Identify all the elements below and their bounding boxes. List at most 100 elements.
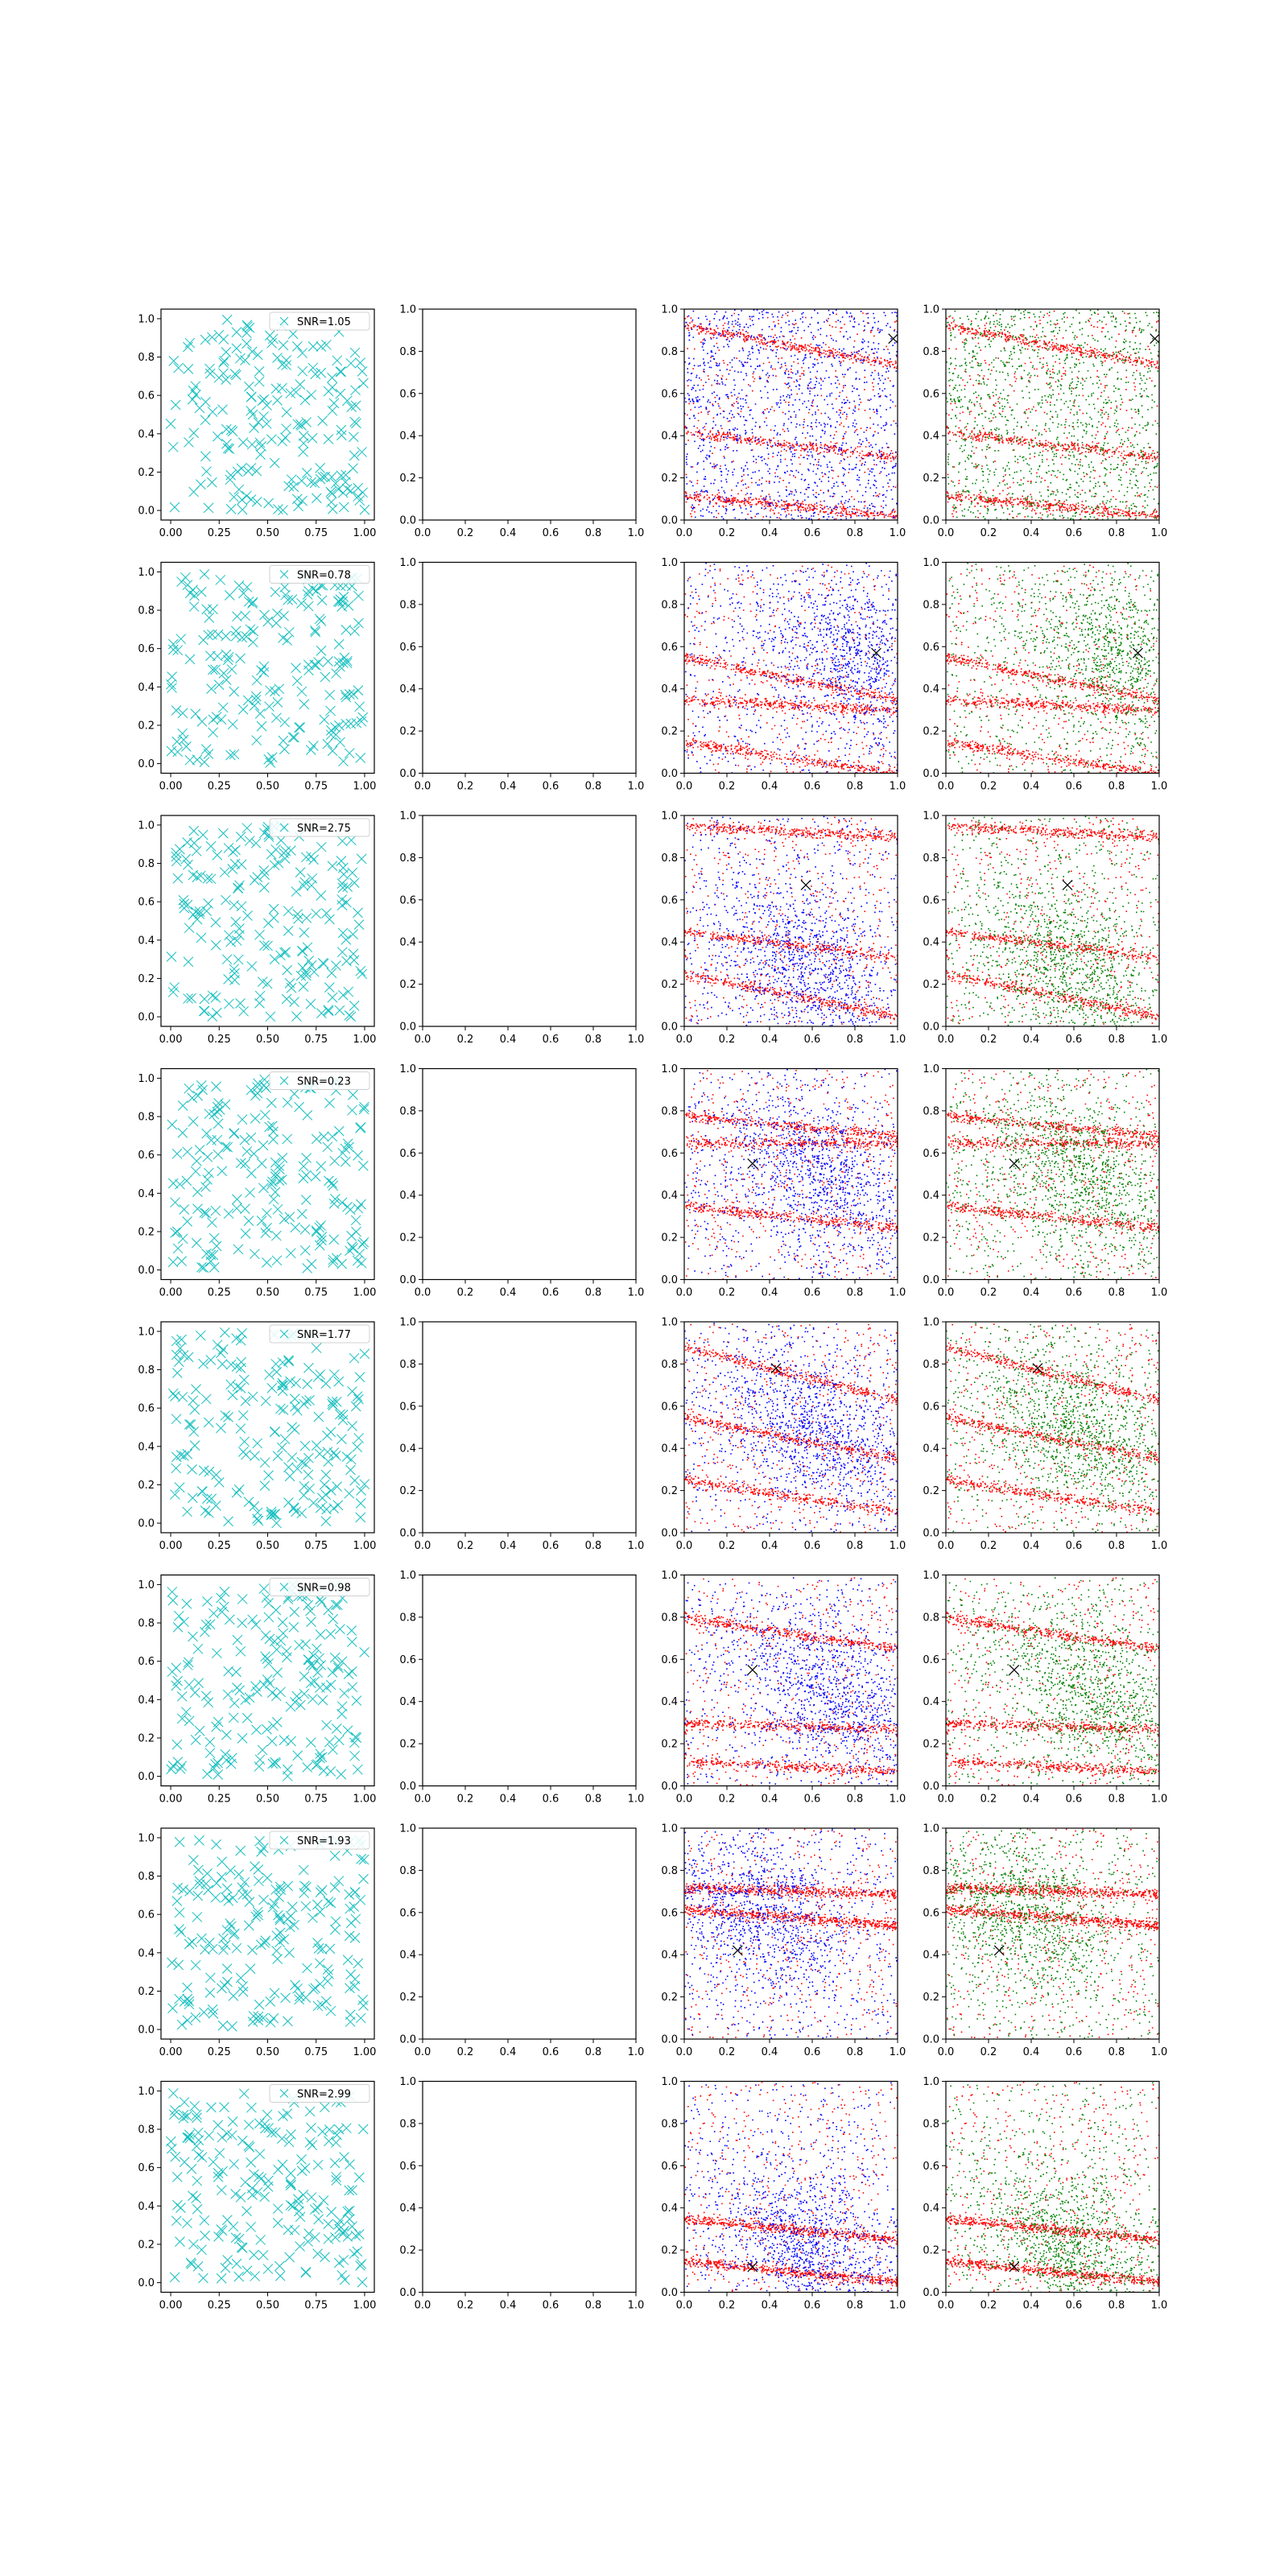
cyan-points	[168, 1327, 369, 1528]
col2-ytick-label: 0.0	[399, 2287, 416, 2299]
cyan-x-marker	[217, 2132, 227, 2142]
cyan-x-marker	[200, 1006, 209, 1016]
col3-xtick-label: 1.0	[890, 1540, 906, 1552]
col2-ytick-label: 0.6	[399, 1654, 416, 1666]
cyan-x-marker	[264, 2176, 274, 2186]
col3-xtick-label: 0.4	[762, 2300, 778, 2312]
cyan-x-marker	[242, 328, 251, 338]
col2-xtick-label: 1.0	[628, 2046, 645, 2058]
col3-xtick-label: 0.4	[762, 2046, 778, 2058]
col4-ytick-label: 0.0	[923, 515, 939, 527]
cyan-x-marker	[339, 502, 349, 512]
cyan-x-marker	[188, 2191, 197, 2201]
cyan-x-marker	[241, 1228, 250, 1238]
cyan-x-marker	[242, 320, 252, 330]
cyan-x-marker	[184, 957, 193, 967]
col2-ytick-label: 0.6	[399, 1401, 416, 1413]
cyan-x-marker	[300, 1245, 310, 1255]
col3-xtick-label: 0.8	[847, 1794, 864, 1806]
cyan-x-marker	[238, 1981, 248, 1991]
cyan-x-marker	[229, 749, 239, 759]
points-layer	[423, 309, 638, 521]
cyan-x-marker	[183, 580, 192, 590]
cyan-x-marker	[349, 956, 359, 965]
cyan-x-marker	[316, 842, 326, 852]
col3-ytick-label: 0.2	[661, 1739, 678, 1751]
cyan-x-marker	[225, 444, 234, 454]
col4-frame	[946, 309, 1159, 520]
cyan-x-marker	[200, 335, 210, 345]
cyan-x-marker	[183, 342, 192, 352]
cyan-x-marker	[217, 1360, 227, 1369]
col3-ytick-label: 0.0	[661, 1781, 678, 1793]
green-points	[946, 309, 1161, 521]
col2-xtick-label: 0.6	[543, 781, 559, 793]
col2-xtick-label: 0.4	[500, 527, 517, 539]
cyan-x-marker	[218, 1344, 228, 1354]
col3-ytick-label: 1.0	[661, 1317, 678, 1329]
cyan-x-marker	[269, 904, 279, 914]
cyan-x-marker	[353, 1150, 363, 1160]
cyan-x-marker	[258, 2250, 268, 2260]
cyan-x-marker	[312, 586, 321, 596]
cyan-x-marker	[334, 1876, 344, 1886]
cyan-x-marker	[355, 702, 365, 712]
cyan-x-marker	[221, 1142, 230, 1152]
row-1: 0.00 0.25 0.50 0.75 1.000.00.20.40.60.81.0 SN…	[138, 304, 1167, 540]
cyan-x-marker	[358, 1161, 368, 1170]
col2-xtick-label: 0.2	[457, 781, 474, 793]
cyan-x-marker	[216, 575, 225, 584]
true-point-marker	[510, 1364, 519, 1373]
cyan-x-marker	[285, 1472, 295, 1481]
cyan-points	[166, 2088, 368, 2287]
cyan-x-marker	[316, 1162, 326, 1171]
cyan-x-marker	[197, 716, 207, 726]
cyan-x-marker	[180, 2157, 189, 2167]
cyan-x-marker	[283, 926, 293, 935]
col2-xtick-label: 1.0	[628, 2300, 645, 2312]
cyan-x-marker	[175, 2237, 184, 2247]
col3-xtick-label: 0.8	[847, 1540, 864, 1552]
col4-frame	[946, 1575, 1159, 1786]
cyan-x-marker	[212, 1649, 221, 1658]
panel-col2-row1: 0.0 0.2 0.4 0.6 0.8 1.00.00.20.40.60.81.0	[399, 304, 644, 540]
cyan-x-marker	[284, 627, 294, 637]
cyan-x-marker	[320, 672, 330, 682]
cyan-x-marker	[199, 635, 208, 645]
cyan-x-marker	[332, 1724, 341, 1733]
cyan-x-marker	[232, 344, 242, 353]
cyan-x-marker	[226, 1922, 236, 1931]
col3-ytick-label: 0.2	[661, 473, 678, 485]
cyan-x-marker	[240, 1877, 250, 1887]
cyan-x-marker	[255, 1755, 265, 1765]
panel-col1-row8: 0.00 0.25 0.50 0.75 1.000.00.20.40.60.81.0 SN…	[138, 2082, 376, 2312]
cyan-x-marker	[293, 909, 303, 919]
cyan-x-marker	[303, 1470, 313, 1480]
cyan-x-marker	[301, 1195, 311, 1205]
points-layer	[946, 1828, 1161, 2040]
points-layer	[684, 309, 899, 521]
cyan-x-marker	[168, 1179, 178, 1188]
cyan-x-marker	[229, 1991, 238, 2000]
cyan-x-marker	[352, 1227, 361, 1236]
true-point-marker	[627, 334, 637, 344]
cyan-x-marker	[332, 1482, 342, 1492]
cyan-x-marker	[175, 1483, 184, 1492]
cyan-x-marker	[208, 728, 218, 737]
cyan-x-marker	[223, 1142, 233, 1152]
col1-xtick-label: 0.25	[208, 1540, 231, 1552]
cyan-x-marker	[167, 2004, 177, 2013]
panel-col2-row5: 0.0 0.2 0.4 0.6 0.8 1.00.00.20.40.60.81.0	[399, 1317, 644, 1553]
col3-xtick-label: 0.2	[719, 1540, 736, 1552]
cyan-x-marker	[298, 349, 308, 358]
cyan-x-marker	[259, 882, 269, 892]
cyan-x-marker	[348, 868, 357, 877]
true-point-marker	[1150, 334, 1160, 344]
cyan-x-marker	[254, 1876, 263, 1886]
cyan-x-marker	[330, 1851, 340, 1860]
cyan-x-marker	[334, 1377, 344, 1386]
cyan-x-marker	[167, 952, 176, 961]
col3-xtick-label: 0.6	[804, 527, 821, 539]
col2-ytick-label: 0.6	[399, 894, 416, 906]
cyan-x-marker	[328, 861, 337, 871]
